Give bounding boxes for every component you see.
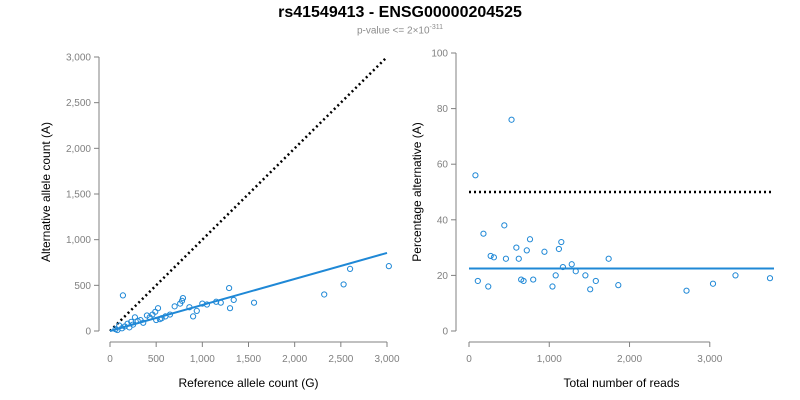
panel2-x-tick-label: 3,000 xyxy=(697,354,722,365)
panel2-y-tick-label: 0 xyxy=(442,327,448,338)
panel2-data-point xyxy=(502,255,510,262)
panel2-data-point xyxy=(530,276,537,283)
panel2-data-point xyxy=(549,283,556,290)
panel2-data-point xyxy=(568,261,575,268)
panel2-data-point xyxy=(559,263,567,271)
panel2-data-point xyxy=(558,238,565,246)
panel2-data-point xyxy=(501,222,508,229)
subtitle-exponent: -311 xyxy=(429,24,444,31)
panel2-data-point xyxy=(523,247,530,254)
subtitle-base: 10 xyxy=(418,25,430,37)
panel1-data-point xyxy=(119,292,127,299)
panel1-y-tick-label: 1,500 xyxy=(66,190,91,201)
panel1-y-tick-label: 3,000 xyxy=(66,53,91,64)
panel1-x-axis-label: Reference allele count (G) xyxy=(178,376,318,390)
panel2-data-point xyxy=(605,255,612,262)
panel1-data-point xyxy=(190,313,197,320)
panel2-data-point xyxy=(683,287,690,294)
panel1-data-point xyxy=(250,299,258,306)
panel2-y-tick-label: 40 xyxy=(437,215,449,226)
panel2-data-point xyxy=(592,277,599,285)
panel2-data-point xyxy=(555,245,562,253)
panel1-fit-line xyxy=(109,251,388,332)
panel2-data-point xyxy=(487,252,494,260)
chart-subtitle: p-value <= 2×10-311 xyxy=(0,24,800,36)
panel2-x-axis-label: Total number of reads xyxy=(563,376,679,390)
panel1-x-tick-label: 0 xyxy=(107,354,113,365)
panel1-x-tick-label: 1,000 xyxy=(190,354,215,365)
panel1-data-point xyxy=(179,295,187,302)
panel1-x-tick-label: 500 xyxy=(148,354,165,365)
panel2-x-tick-label: 0 xyxy=(466,354,472,365)
panel1-data-point xyxy=(178,297,186,304)
panel1-data-point xyxy=(226,284,233,292)
panel1-x-tick-label: 3,000 xyxy=(374,354,399,365)
panel1-y-axis-label: Alternative allele count (A) xyxy=(39,122,53,262)
panel1-y-tick-label: 2,500 xyxy=(66,98,91,109)
panel2-data-point xyxy=(582,272,589,279)
panel1-data-point xyxy=(171,303,178,310)
panel2-x-tick-label: 2,000 xyxy=(617,354,642,365)
panel1-y-tick-label: 2,000 xyxy=(66,144,91,155)
panel2-x-tick-label: 1,000 xyxy=(537,354,562,365)
panel1-data-point xyxy=(226,305,234,312)
panel1-data-point xyxy=(385,263,392,270)
panel1-data-point xyxy=(321,291,328,298)
panel1-y-tick-label: 1,000 xyxy=(66,235,91,246)
panel1-data-point xyxy=(340,281,347,288)
panel2-data-point xyxy=(472,172,479,179)
panel2-data-point xyxy=(552,272,559,279)
panel2-data-point xyxy=(587,286,594,293)
subtitle-times: × xyxy=(412,25,419,37)
panel1-x-tick-label: 2,000 xyxy=(282,354,307,365)
panel2-y-tick-label: 80 xyxy=(437,104,449,115)
panel2-data-point xyxy=(766,275,774,282)
panel2-data-point xyxy=(480,230,487,237)
panel2-y-axis-label: Percentage alternative (A) xyxy=(410,122,424,261)
panel2-data-point xyxy=(485,283,492,290)
panel2-data-point xyxy=(474,277,481,285)
panel1-data-point xyxy=(346,265,354,272)
panel2-y-tick-label: 100 xyxy=(431,49,448,60)
panel2-data-point xyxy=(541,248,548,255)
panel2-data-point xyxy=(520,277,527,285)
panel1-y-tick-label: 500 xyxy=(74,281,91,292)
panel2-data-point xyxy=(709,280,717,287)
chart-title: rs41549413 - ENSG00000204525 xyxy=(278,4,522,21)
panel2-y-tick-label: 20 xyxy=(437,271,449,282)
panel2-data-point xyxy=(526,236,534,243)
panel2-data-point xyxy=(490,254,497,261)
panel1-x-tick-label: 1,500 xyxy=(236,354,261,365)
panel1-reference-line xyxy=(109,56,388,332)
panel1-data-point xyxy=(230,296,237,304)
panel2-data-point xyxy=(508,116,515,123)
panel1-data-point xyxy=(193,307,200,315)
panel2-data-point xyxy=(732,272,739,279)
subtitle-prefix: p-value <= 2 xyxy=(356,25,413,37)
panel1-data-point xyxy=(131,314,139,321)
panel1-x-tick-label: 2,500 xyxy=(328,354,353,365)
panel2-data-point xyxy=(515,255,522,262)
panel2-y-tick-label: 60 xyxy=(437,160,449,171)
panel1-y-tick-label: 0 xyxy=(85,327,91,338)
panel2-data-point xyxy=(615,282,622,289)
panel2-data-point xyxy=(513,244,520,251)
panel1-data-point xyxy=(154,305,162,312)
